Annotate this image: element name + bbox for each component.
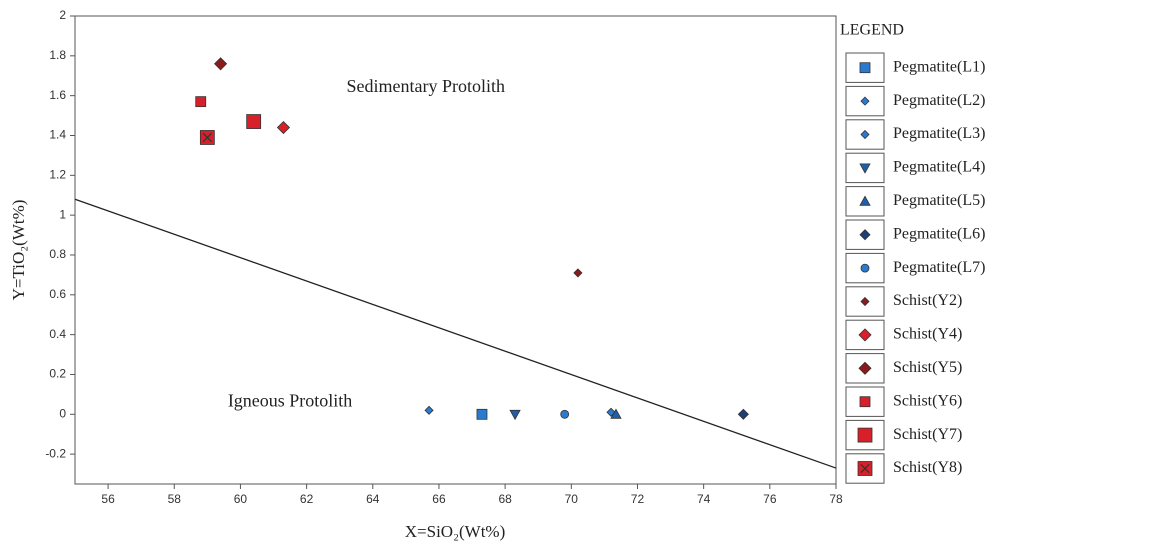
legend-entry-box [845,386,885,417]
legend-marker [858,328,872,342]
y-tick-label: 0.8 [49,247,66,261]
y-tick-label: 1.2 [49,167,66,181]
boundary-line [74,198,837,469]
data-point [737,408,749,420]
legend-marker [859,396,871,408]
x-tick-label: 64 [366,492,380,506]
legend-label: Pegmatite(L2) [893,92,985,109]
data-point [195,96,207,108]
data-point [509,409,521,421]
x-tick-label: 62 [300,492,314,506]
data-point [276,120,291,135]
x-tick-label: 76 [763,492,777,506]
data-point [610,408,622,419]
x-tick-label: 72 [631,492,645,506]
legend-marker [860,96,870,106]
y-tick-label: 1.4 [49,128,66,142]
x-tick-label: 74 [697,492,711,506]
legend-marker [857,427,873,443]
data-point [573,268,583,278]
legend-marker [859,62,871,74]
plot-frame [74,15,837,485]
x-tick-label: 70 [565,492,579,506]
y-tick-label: 0 [59,406,66,420]
legend-marker-cross [860,463,870,474]
legend-marker [860,263,870,273]
legend-label: Schist(Y4) [893,326,962,343]
annotation: Sedimentary Protolith [346,76,504,96]
y-tick-label: 0.4 [49,327,66,341]
y-tick-label: 1.6 [49,88,66,102]
x-tick-label: 68 [498,492,512,506]
legend-label: Schist(Y5) [893,359,962,376]
legend-label: Pegmatite(L6) [893,225,985,242]
legend-title: LEGEND [840,22,904,39]
y-tick-label: 0.6 [49,287,66,301]
x-tick-label: 78 [829,492,843,506]
annotation: Igneous Protolith [228,390,353,410]
legend-marker [859,195,871,206]
x-tick-label: 60 [234,492,248,506]
data-point [476,408,488,420]
legend-label: Pegmatite(L7) [893,259,985,276]
legend-marker [859,163,871,174]
legend-label: Schist(Y6) [893,392,962,409]
legend-marker [860,129,870,140]
y-tick-label: 1.8 [49,48,66,62]
legend-marker [859,229,871,241]
y-tick-label: 1 [59,207,66,221]
data-point [246,114,262,129]
legend-label: Pegmatite(L1) [893,58,985,75]
data-point [560,409,570,419]
data-point [424,405,434,415]
legend-marker [858,361,872,375]
legend-label: Pegmatite(L4) [893,159,985,176]
x-tick-label: 58 [168,492,182,506]
legend-label: Pegmatite(L5) [893,192,985,209]
data-point [214,57,228,71]
legend-label: Schist(Y2) [893,292,962,309]
y-tick-label: -0.2 [45,446,66,460]
y-axis-label: Y=TiO₂(Wt%) [9,200,28,301]
x-tick-label: 66 [432,492,446,506]
x-axis-label: X=SiO₂(Wt%) [405,522,506,541]
data-point-cross [202,132,212,143]
x-tick-label: 56 [101,492,115,506]
y-tick-label: 0.2 [49,367,66,381]
legend-label: Schist(Y7) [893,426,962,443]
legend-marker [860,296,870,307]
y-tick-label: 2 [59,8,66,22]
legend-label: Pegmatite(L3) [893,125,985,142]
legend-entry-box [845,219,885,250]
legend-label: Schist(Y8) [893,459,962,476]
